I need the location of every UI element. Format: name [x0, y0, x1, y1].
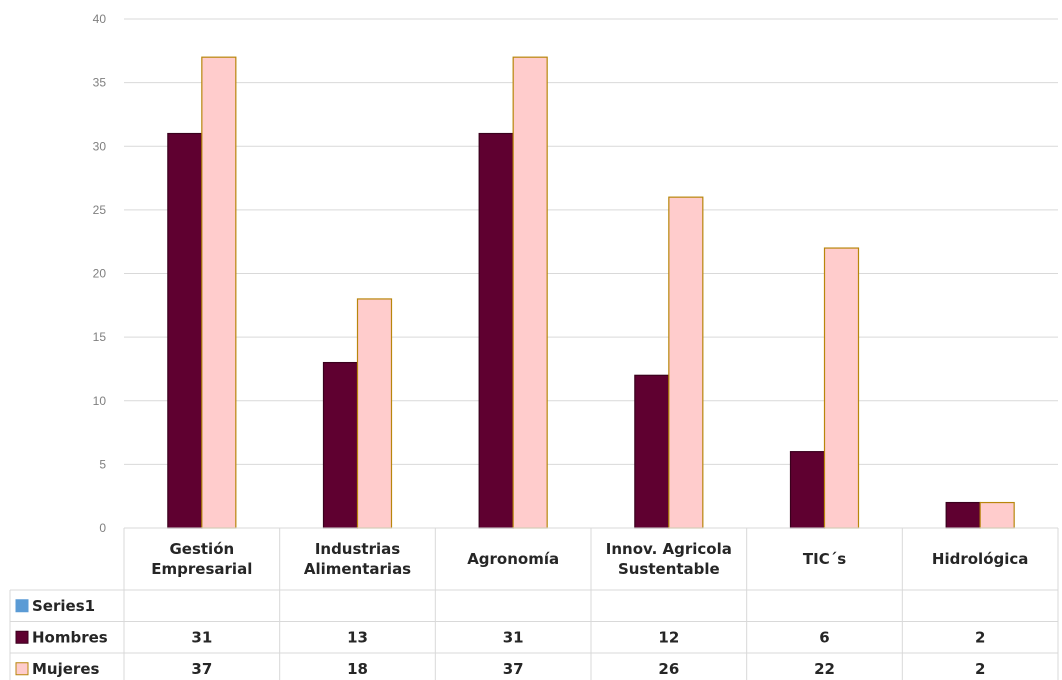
category-label: Gestión	[169, 540, 234, 558]
category-label: TIC´s	[803, 550, 846, 568]
y-tick-label: 10	[93, 394, 107, 408]
table-cell-value: 6	[819, 628, 829, 646]
table-cell-value: 37	[503, 660, 524, 678]
table-cell-value: 31	[503, 628, 524, 646]
data-table: Gestión Empresarial Industrias Alimentarias…	[9, 527, 1059, 680]
y-tick-label: 20	[93, 267, 107, 281]
bar-mujeres-5	[823, 247, 860, 529]
bar-hombres-3	[478, 132, 514, 529]
y-tick-label: 35	[93, 76, 107, 90]
bar-hombres-5	[789, 451, 826, 529]
bar-mujeres-4	[668, 196, 704, 529]
y-axis-tick-labels: 0 5 10 15 20 25 30 35 40	[93, 12, 107, 535]
table-cell-value: 12	[658, 628, 679, 646]
legend-label: Mujeres	[32, 660, 99, 678]
legend-label: Series1	[32, 597, 95, 615]
table-cell-value: 18	[347, 660, 368, 678]
legend-swatch-series1	[15, 599, 29, 613]
legend-swatch-mujeres	[15, 662, 29, 676]
bar-mujeres-1	[201, 56, 237, 529]
gridlines	[124, 18, 1058, 465]
category-label: Hidrológica	[932, 550, 1028, 568]
category-label: Industrias	[315, 540, 400, 558]
bars	[167, 56, 1015, 529]
table-cell-value: 2	[975, 660, 985, 678]
y-tick-label: 15	[93, 330, 107, 344]
bar-mujeres-6	[979, 501, 1015, 529]
y-tick-label: 25	[93, 203, 107, 217]
category-label: Innov. Agricola	[606, 540, 732, 558]
table-cell-value: 13	[347, 628, 368, 646]
category-label: Agronomía	[467, 550, 559, 568]
category-label: Alimentarias	[304, 560, 411, 578]
category-label: Sustentable	[618, 560, 720, 578]
y-tick-label: 30	[93, 139, 107, 153]
bar-mujeres-3	[512, 56, 548, 529]
table-cell-value: 22	[814, 660, 835, 678]
category-label: Empresarial	[151, 560, 252, 578]
bar-hombres-6	[945, 501, 981, 529]
table-cell-value: 2	[975, 628, 985, 646]
y-tick-label: 40	[93, 12, 107, 26]
y-tick-label: 0	[99, 521, 106, 535]
bar-mujeres-2	[356, 298, 393, 529]
bar-hombres-4	[634, 374, 670, 529]
bar-hombres-1	[167, 132, 203, 529]
bar-hombres-2	[322, 361, 359, 529]
table-cell-value: 26	[658, 660, 679, 678]
table-cell-value: 31	[191, 628, 212, 646]
legend-swatch-hombres	[15, 630, 29, 644]
table-cell-value: 37	[191, 660, 212, 678]
legend-label: Hombres	[32, 628, 108, 646]
y-tick-label: 5	[99, 457, 106, 471]
